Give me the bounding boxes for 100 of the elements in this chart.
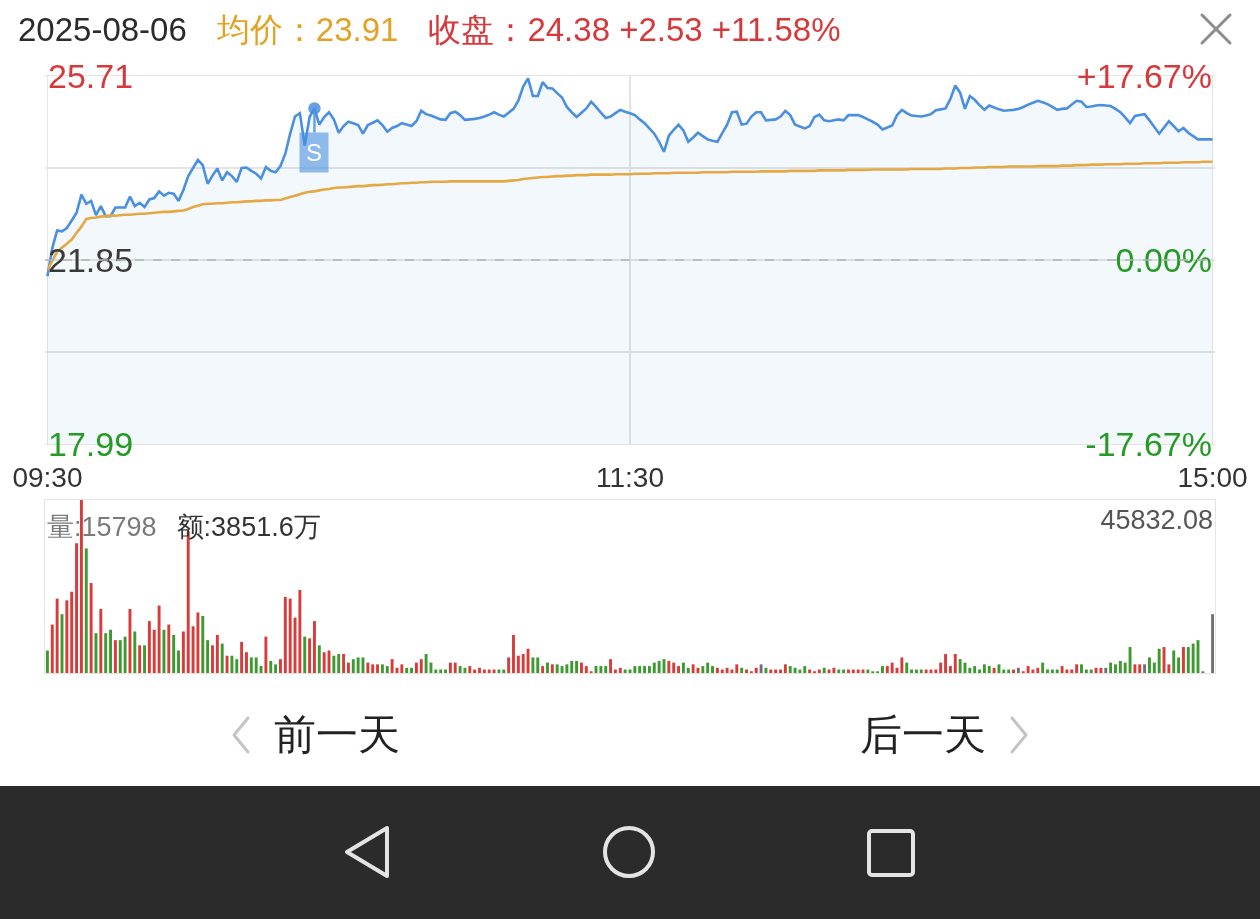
bar [599,666,603,673]
bar [866,669,870,673]
bar [720,669,724,673]
bar [138,645,142,673]
bar [235,659,239,673]
bar [783,664,787,673]
bar [84,548,88,673]
bar [380,664,384,673]
bar [1094,667,1098,673]
bar [444,669,447,673]
bar [847,669,850,673]
bar [623,669,627,673]
bar [507,657,511,673]
bar [492,669,496,673]
bar [123,636,127,673]
bar [1181,647,1185,673]
bar [919,669,923,673]
bar [143,645,146,673]
bar [686,667,690,673]
bar [211,645,214,673]
chart-title: 2025-08-06 [18,11,187,49]
bar [448,662,452,673]
bar [104,633,108,673]
bar [1016,667,1020,673]
bar [1046,669,1049,673]
bar [521,653,525,673]
bar [808,669,812,673]
bar [948,666,952,673]
bar [1143,664,1147,673]
bar [390,659,394,673]
bar [468,666,472,673]
bar [890,662,894,673]
bar [1031,669,1035,673]
bar [152,629,156,673]
bar [1007,669,1011,673]
bar [1128,647,1132,673]
bar [958,659,962,673]
bar [769,669,773,673]
bar [565,664,569,673]
bar [1050,669,1054,673]
bar [740,667,744,673]
bar [1041,662,1045,673]
bar [1114,664,1117,673]
bar [1172,650,1176,673]
bar [924,669,928,673]
bar [647,666,651,673]
bar [502,669,506,673]
bar [968,667,972,673]
bar [774,669,778,673]
bar [1084,669,1088,673]
bar [376,664,380,673]
bar [70,591,74,673]
bar [298,589,302,673]
bar [342,653,346,673]
bar [371,664,375,673]
bar [822,667,826,673]
bar [793,667,797,673]
bar [458,666,462,673]
y-tick-label: 21.85 [48,240,134,279]
bar [1177,657,1181,673]
bar [512,634,515,673]
bar [1075,664,1079,673]
bar [249,657,253,673]
bar [546,662,549,673]
bar [133,631,137,673]
bar [206,640,210,673]
bar [482,669,486,673]
bar [1138,664,1142,673]
y2-tick-label: 0.00% [1115,240,1212,279]
bar [681,662,685,673]
bar [735,664,739,673]
bar [953,653,957,673]
bar [463,667,467,673]
bar [439,669,443,673]
bar [181,631,185,673]
bar [269,660,273,673]
bar [541,666,545,673]
bar [1118,660,1122,673]
y2-tick-label: +17.67% [1076,56,1212,95]
bar [652,662,656,673]
bar [215,634,219,673]
bar [113,640,117,673]
bar [487,669,491,673]
bar [944,653,948,673]
bar [162,629,166,673]
bar [837,669,841,673]
annotation: 45832.08 [1100,505,1213,536]
bar [366,662,370,673]
bar [618,667,622,673]
bar [410,667,413,673]
bar [973,666,977,673]
bar [65,600,69,673]
bar [885,666,889,673]
bar [385,666,389,673]
bar [803,666,807,673]
bar [638,666,642,673]
bar [939,662,943,673]
bar [414,662,418,673]
bar [1089,669,1093,673]
bar [842,669,846,673]
